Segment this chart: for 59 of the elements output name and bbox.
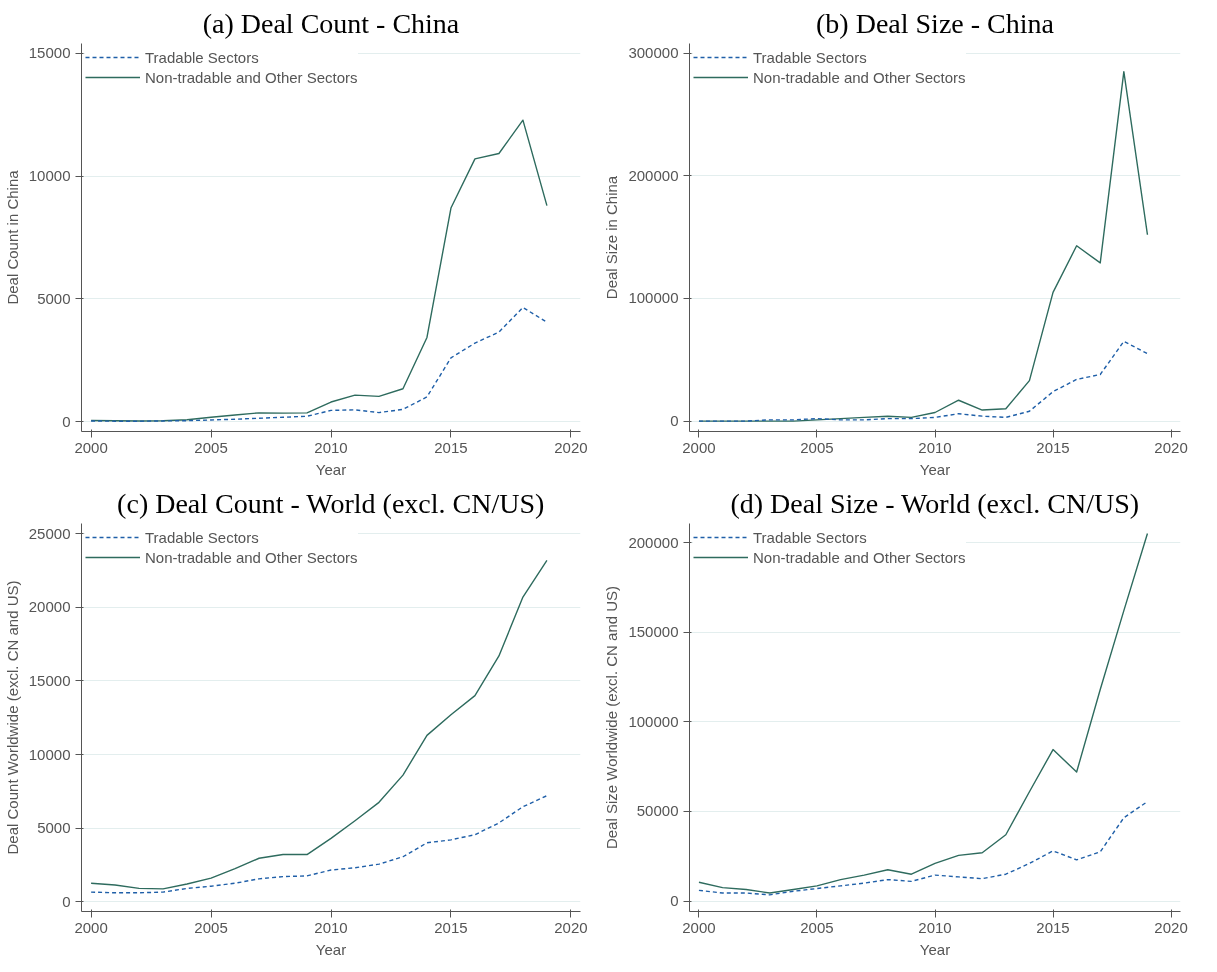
- y-tick-label: 15000: [28, 44, 71, 62]
- y-tick-label: 200000: [628, 533, 679, 551]
- y-tick-label: 150000: [628, 623, 679, 641]
- y-tick-label: 25000: [28, 524, 71, 542]
- y-tick-label: 100000: [628, 712, 679, 730]
- y-axis-title: Deal Count Worldwide (excl. CN and US): [3, 580, 21, 855]
- x-tick-label: 2000: [74, 438, 108, 456]
- y-tick-label: 50000: [636, 802, 679, 820]
- y-axis-title: Deal Size Worldwide (excl. CN and US): [603, 585, 621, 850]
- legend-label: Non-tradable and Other Sectors: [753, 548, 966, 566]
- x-tick-label: 2020: [554, 438, 588, 456]
- y-tick-label: 0: [62, 892, 71, 910]
- legend-label: Tradable Sectors: [753, 48, 867, 66]
- y-tick-label: 5000: [37, 289, 71, 307]
- legend-label: Tradable Sectors: [145, 528, 259, 546]
- x-axis-title: Year: [919, 460, 951, 478]
- chart-title: (a) Deal Count - China: [202, 7, 460, 39]
- chart-title: (c) Deal Count - World (excl. CN/US): [117, 487, 545, 519]
- x-tick-label: 2010: [314, 918, 348, 936]
- x-tick-label: 2015: [1036, 918, 1070, 936]
- y-tick-label: 10000: [28, 745, 71, 763]
- x-tick-label: 2000: [74, 918, 108, 936]
- x-axis-title: Year: [315, 460, 347, 478]
- legend-label: Tradable Sectors: [145, 48, 259, 66]
- y-tick-label: 0: [62, 412, 71, 430]
- y-axis-title: Deal Size in China: [603, 175, 621, 300]
- y-tick-label: 300000: [628, 44, 679, 62]
- x-tick-label: 2005: [194, 918, 228, 936]
- y-tick-label: 0: [670, 892, 679, 910]
- chart-title: (d) Deal Size - World (excl. CN/US): [730, 487, 1140, 519]
- x-tick-label: 2010: [918, 918, 952, 936]
- x-tick-label: 2010: [918, 438, 952, 456]
- x-tick-label: 2015: [434, 438, 468, 456]
- x-tick-label: 2020: [1154, 918, 1188, 936]
- y-axis-title: Deal Count in China: [3, 169, 21, 305]
- y-tick-label: 200000: [628, 166, 679, 184]
- x-tick-label: 2015: [1036, 438, 1070, 456]
- y-tick-label: 20000: [28, 598, 71, 616]
- x-axis-title: Year: [919, 940, 951, 958]
- x-tick-label: 2005: [800, 438, 834, 456]
- x-tick-label: 2000: [682, 438, 716, 456]
- y-tick-label: 100000: [628, 289, 679, 307]
- y-tick-label: 15000: [28, 671, 71, 689]
- legend-label: Non-tradable and Other Sectors: [753, 68, 966, 86]
- x-tick-label: 2020: [1154, 438, 1188, 456]
- x-tick-label: 2010: [314, 438, 348, 456]
- chart-title: (b) Deal Size - China: [816, 7, 1055, 39]
- x-tick-label: 2020: [554, 918, 588, 936]
- legend-label: Non-tradable and Other Sectors: [145, 68, 358, 86]
- x-axis-title: Year: [315, 940, 347, 958]
- y-tick-label: 0: [670, 412, 679, 430]
- legend-label: Tradable Sectors: [753, 528, 867, 546]
- x-tick-label: 2005: [194, 438, 228, 456]
- y-tick-label: 10000: [28, 167, 71, 185]
- x-tick-label: 2005: [800, 918, 834, 936]
- x-tick-label: 2015: [434, 918, 468, 936]
- x-tick-label: 2000: [682, 918, 716, 936]
- legend-label: Non-tradable and Other Sectors: [145, 548, 358, 566]
- y-tick-label: 5000: [37, 819, 71, 837]
